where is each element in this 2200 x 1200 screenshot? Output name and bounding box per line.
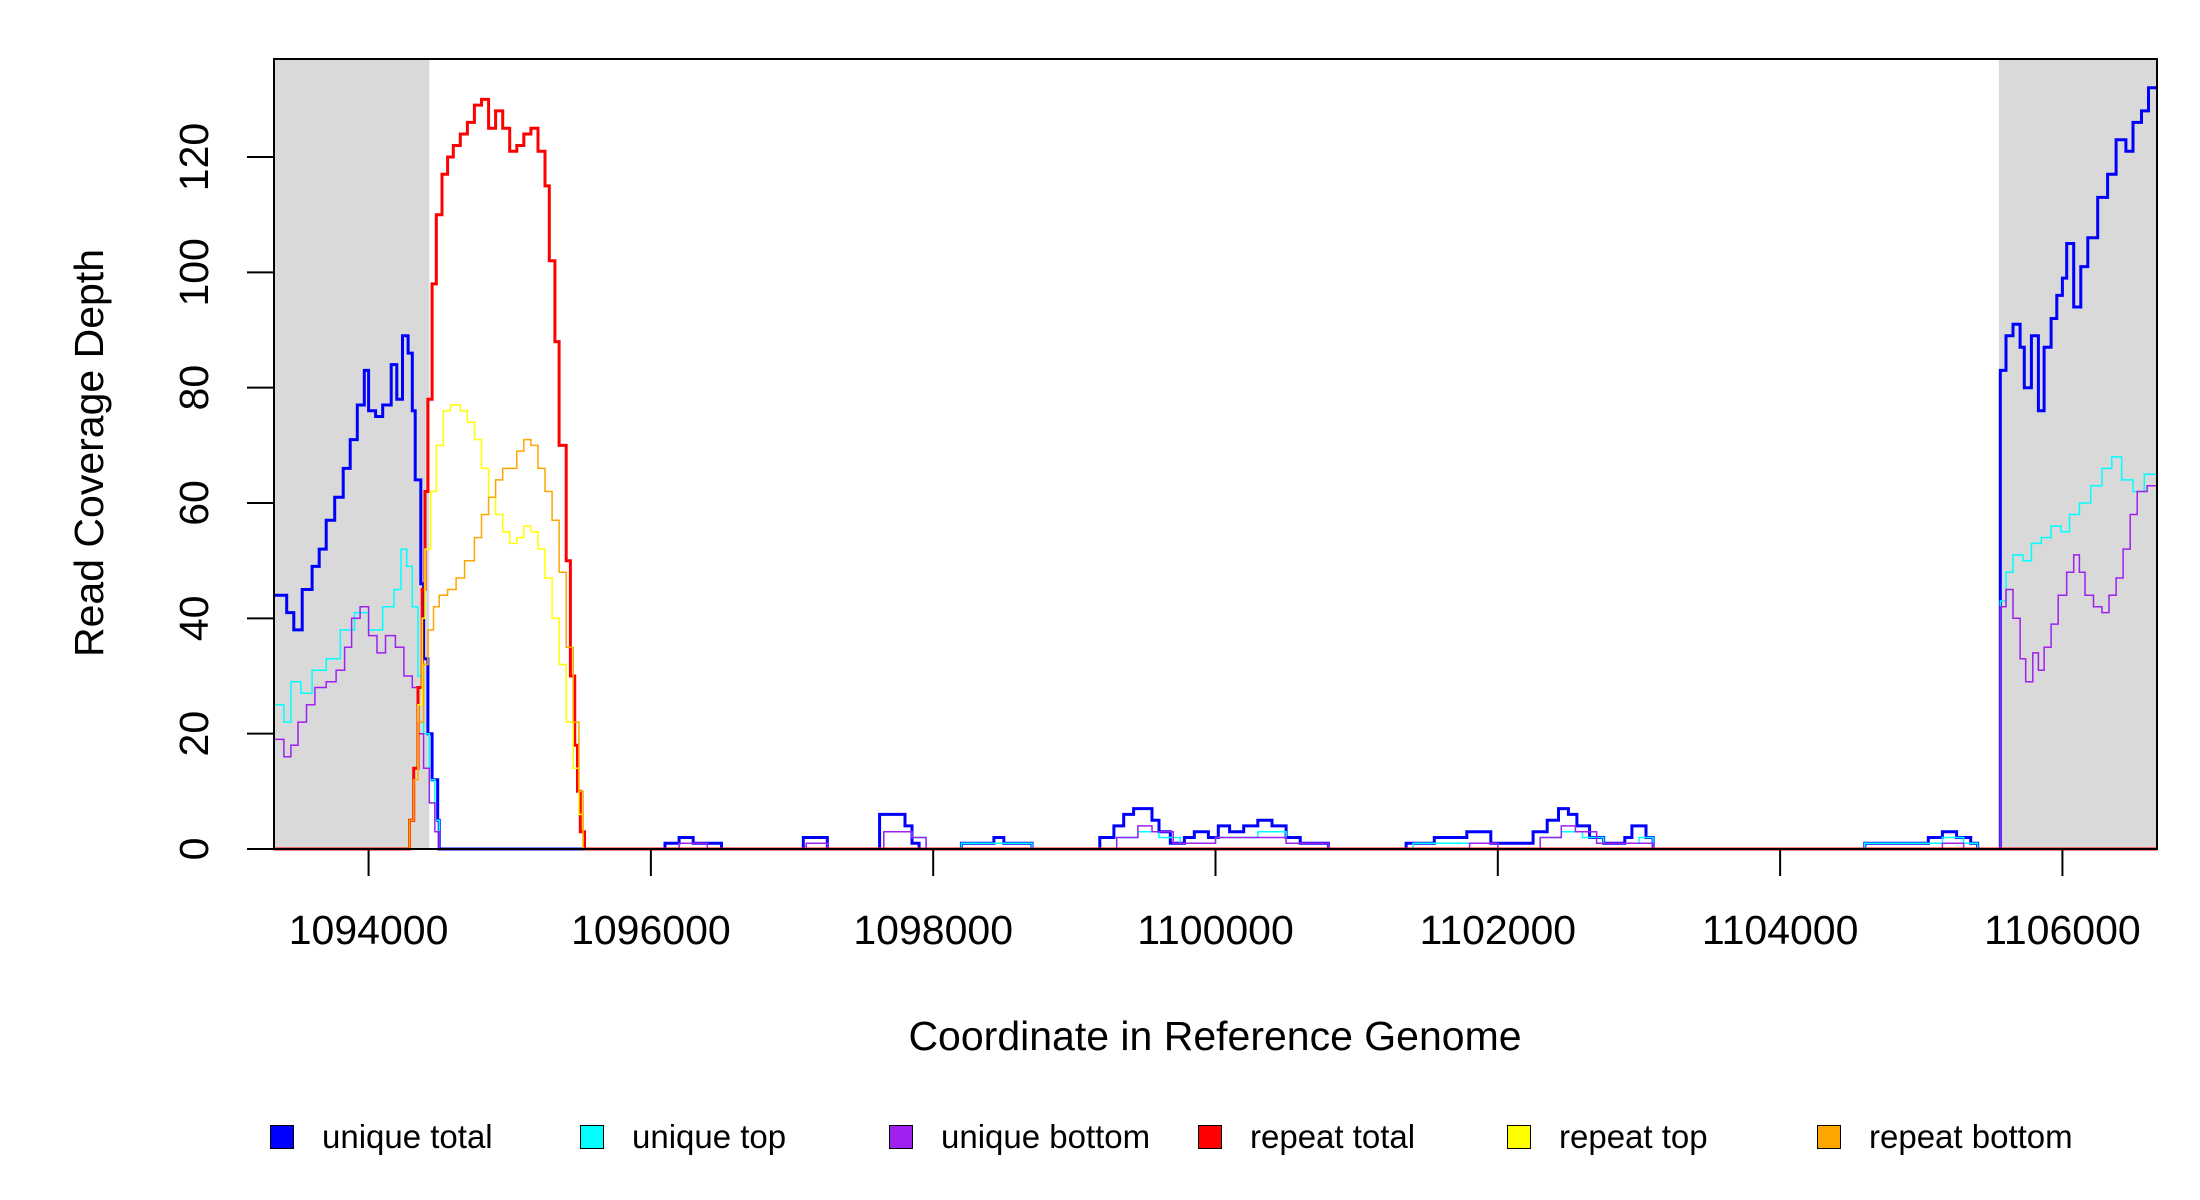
series-line-repeat-bottom — [274, 438, 2157, 850]
legend-swatch-repeat-total — [1198, 1125, 1222, 1149]
x-tick-label: 1102000 — [1420, 907, 1577, 953]
legend-swatch-unique-top — [580, 1125, 604, 1149]
legend-swatch-repeat-bottom — [1817, 1125, 1841, 1149]
shaded-region-2 — [1998, 59, 2157, 849]
series-line-unique-total — [274, 86, 2157, 851]
y-tick-label: 60 — [171, 480, 217, 526]
x-tick-label: 1098000 — [853, 907, 1013, 953]
x-tick-label: 1096000 — [571, 907, 731, 953]
legend-item-unique-top: unique top — [580, 1118, 786, 1156]
legend-swatch-unique-bottom — [889, 1125, 913, 1149]
y-tick-label: 0 — [171, 838, 217, 861]
legend-swatch-repeat-top — [1507, 1125, 1531, 1149]
y-tick-label: 40 — [171, 596, 217, 642]
series-line-repeat-top — [274, 404, 2157, 850]
series-line-repeat-total — [274, 97, 2157, 851]
y-tick-label: 20 — [171, 711, 217, 757]
x-tick-label: 1100000 — [1137, 907, 1294, 953]
legend-label-unique-top: unique top — [632, 1118, 787, 1155]
legend-label-unique-total: unique total — [322, 1118, 493, 1155]
y-tick-label: 120 — [171, 123, 217, 191]
legend-label-repeat-total: repeat total — [1250, 1118, 1416, 1155]
legend: unique total unique top unique bottom re… — [0, 1118, 2200, 1168]
legend-item-repeat-top: repeat top — [1507, 1118, 1708, 1156]
series-line-unique-top — [274, 456, 2158, 850]
shaded-regions — [274, 59, 2157, 849]
legend-swatch-unique-total — [270, 1125, 294, 1149]
legend-item-repeat-bottom: repeat bottom — [1817, 1118, 2073, 1156]
legend-item-repeat-total: repeat total — [1198, 1118, 1415, 1156]
y-axis-label: Read Coverage Depth — [66, 249, 112, 657]
series-lines — [274, 86, 2158, 851]
x-axis-label: Coordinate in Reference Genome — [908, 1013, 1521, 1059]
x-tick-label: 1106000 — [1984, 907, 2141, 953]
plot-frame — [273, 58, 2158, 850]
legend-item-unique-bottom: unique bottom — [889, 1118, 1150, 1156]
axes: 1094000 1096000 1098000 1100000 1102000 11040… — [171, 123, 2141, 953]
y-tick-label: 100 — [171, 238, 217, 306]
y-tick-label: 80 — [171, 365, 217, 411]
x-tick-label: 1104000 — [1702, 907, 1859, 953]
x-tick-label: 1094000 — [289, 907, 449, 953]
series-line-unique-bottom — [274, 468, 2158, 850]
legend-label-unique-bottom: unique bottom — [941, 1118, 1151, 1155]
legend-item-unique-total: unique total — [270, 1118, 493, 1156]
legend-label-repeat-top: repeat top — [1559, 1118, 1708, 1155]
legend-label-repeat-bottom: repeat bottom — [1869, 1118, 2073, 1155]
